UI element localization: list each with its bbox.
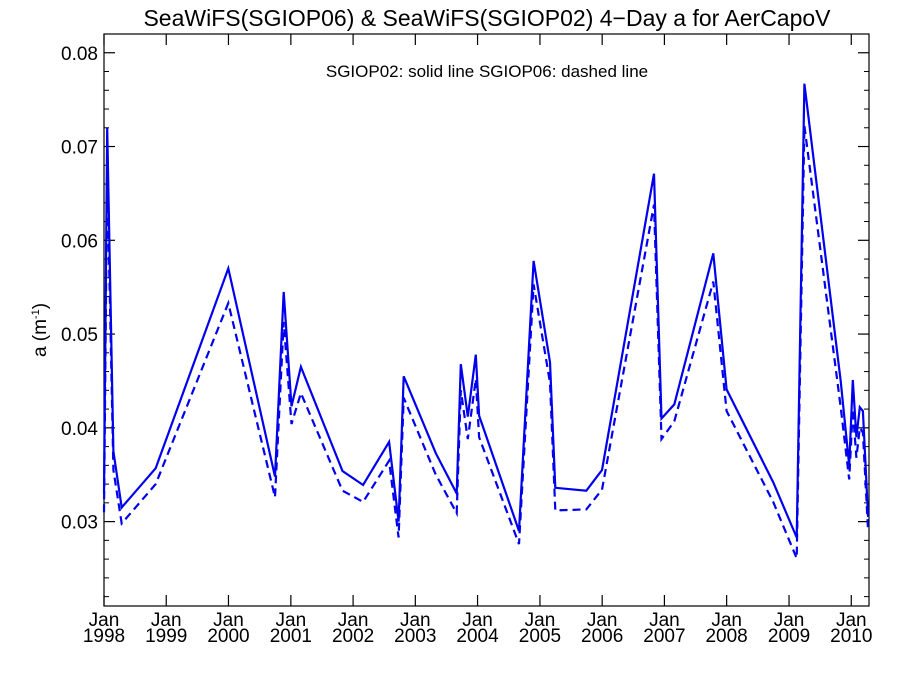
y-axis-label-close: ) [30, 303, 51, 309]
x-tick-label-year: 2000 [207, 626, 249, 647]
x-tick-label-month: Jan [89, 610, 120, 631]
x-tick-label-month: Jan [213, 610, 244, 631]
x-tick-label-year: 2006 [581, 626, 623, 647]
x-tick-label-year: 2004 [456, 626, 499, 647]
x-tick-label-month: Jan [338, 610, 369, 631]
x-tick-label-month: Jan [587, 610, 618, 631]
y-axis-label-superscript: -1 [30, 309, 42, 319]
x-tick-label-month: Jan [525, 610, 556, 631]
x-tick-label-year: 2005 [519, 626, 561, 647]
x-tick-label-month: Jan [462, 610, 493, 631]
x-tick-label-year: 2010 [830, 626, 872, 647]
plot-frame [103, 33, 870, 607]
x-tick-label-year: 2003 [394, 626, 436, 647]
x-tick-label-month: Jan [836, 610, 867, 631]
x-tick-label-month: Jan [151, 610, 182, 631]
y-tick-label: 0.03 [61, 513, 98, 534]
x-tick-label-month: Jan [649, 610, 680, 631]
y-tick-label: 0.07 [61, 138, 98, 159]
x-tick-label-year: 2007 [643, 626, 685, 647]
y-tick-label: 0.04 [61, 419, 98, 440]
x-tick-label-month: Jan [711, 610, 742, 631]
series-line-sgiop02 [102, 83, 870, 538]
x-tick-label-year: 2009 [768, 626, 810, 647]
series-line-sgiop06 [102, 125, 870, 559]
y-axis-label: a (m-1) [30, 303, 51, 357]
y-tick-label: 0.06 [61, 231, 98, 252]
chart-annotation: SGIOP02: solid line SGIOP06: dashed line [326, 62, 648, 81]
x-tick-label-year: 2001 [270, 626, 312, 647]
series-layer [102, 83, 870, 559]
x-tick-label-year: 1999 [145, 626, 187, 647]
x-tick-label-month: Jan [276, 610, 307, 631]
y-axis: 0.03 0.04 0.05 0.06 0.07 0.08 [61, 44, 869, 598]
x-tick-label-month: Jan [400, 610, 431, 631]
x-tick-label-month: Jan [774, 610, 805, 631]
x-tick-label-year: 2008 [705, 626, 747, 647]
x-tick-label-year: 1998 [83, 626, 125, 647]
y-tick-label: 0.08 [61, 44, 98, 65]
x-axis: Jan1998Jan1999Jan2000Jan2001Jan2002Jan20… [83, 34, 872, 647]
chart-title: SeaWiFS(SGIOP06) & SeaWiFS(SGIOP02) 4−Da… [143, 5, 831, 31]
y-tick-label: 0.05 [61, 325, 98, 346]
y-axis-label-main: a (m [30, 319, 51, 357]
x-tick-label-year: 2002 [332, 626, 374, 647]
